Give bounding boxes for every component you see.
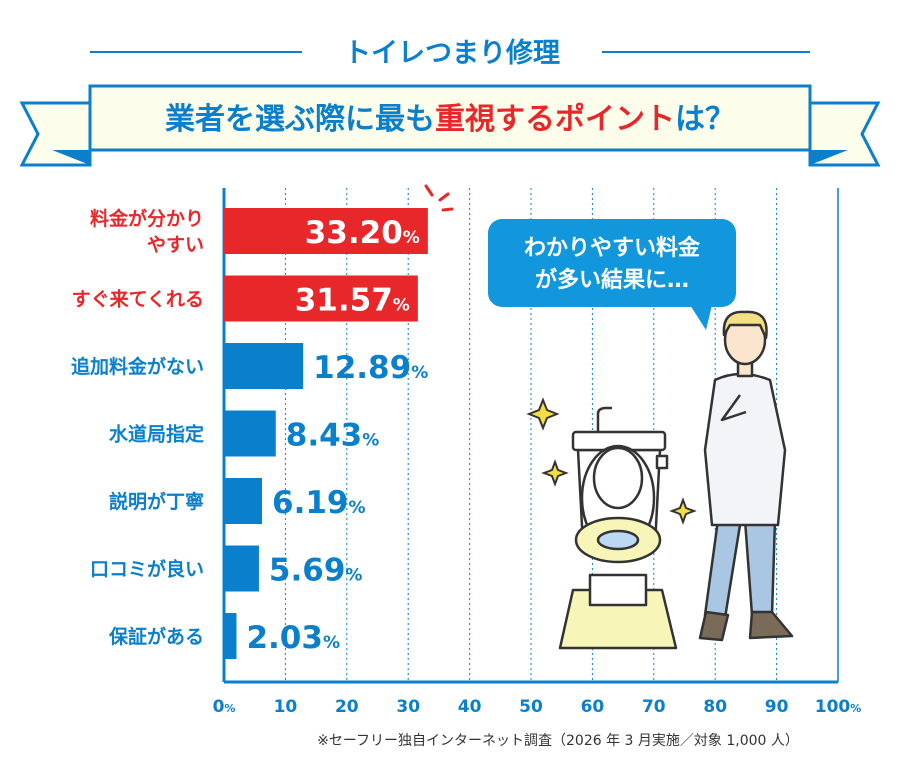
x-tick-label: 30 [396, 697, 420, 717]
category-label: 水道局指定 [109, 423, 204, 446]
value-label: 33.20% [305, 215, 420, 251]
speech-bubble: わかりやすい料金 が多い結果に… [488, 219, 736, 330]
title-banner [19, 84, 881, 167]
category-label: 口コミが良い [90, 558, 204, 581]
category-label: 説明が丁寧 [109, 490, 204, 513]
bar [224, 410, 276, 457]
footnote: ※セーフリー独自インターネット調査（2026 年 3 月実施／対象 1,000 … [317, 733, 799, 749]
category-label: すぐ来てくれる [72, 289, 204, 311]
bar [224, 208, 428, 254]
category-label: 料金が分かり [90, 207, 204, 230]
x-tick-label: 90 [765, 697, 789, 717]
x-tick-label: 70 [642, 697, 666, 717]
value-label: 6.19% [272, 485, 366, 521]
value-label: 31.57% [295, 283, 410, 319]
x-tick-label: 60 [581, 697, 605, 717]
category-label: やすい [147, 234, 204, 256]
banner-title: 業者を選ぶ際に最も重視するポイントは？ [165, 102, 735, 137]
sparkle-lines-icon [424, 184, 454, 212]
header-subtitle: トイレつまり修理 [344, 38, 560, 69]
x-tick-label: 0% [213, 697, 236, 717]
bar [224, 613, 237, 659]
bar [224, 545, 259, 592]
svg-text:わかりやすい料金: わかりやすい料金 [524, 235, 701, 261]
svg-text:が多い結果に…: が多い結果に… [535, 267, 689, 293]
x-tick-label: 20 [335, 697, 359, 717]
x-tick-label: 50 [519, 697, 543, 717]
toilet-illustration [558, 406, 678, 650]
bar [224, 478, 263, 524]
value-label: 2.03% [246, 620, 340, 656]
x-tick-label: 40 [458, 697, 482, 717]
category-label: 保証がある [108, 625, 204, 648]
x-tick-label: 80 [703, 697, 727, 717]
x-tick-label: 10 [274, 697, 298, 717]
x-tick-label: 100% [815, 697, 862, 717]
category-label: 追加料金がない [71, 355, 204, 378]
sparkle-icons [526, 397, 697, 525]
value-label: 5.69% [269, 553, 363, 589]
value-label: 12.89% [313, 350, 428, 386]
value-label: 8.43% [286, 418, 380, 454]
bar [224, 343, 304, 389]
bar [224, 275, 418, 322]
man-illustration [698, 310, 794, 642]
